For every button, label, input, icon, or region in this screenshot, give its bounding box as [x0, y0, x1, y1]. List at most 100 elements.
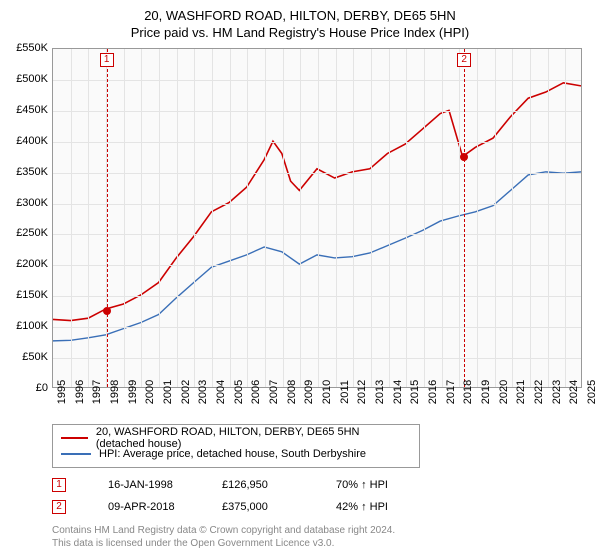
x-axis-label: 2002 [180, 380, 192, 404]
attribution-line2: This data is licensed under the Open Gov… [52, 537, 590, 550]
gridline-v [353, 49, 354, 387]
marker-box: 2 [457, 53, 471, 67]
gridline-v [212, 49, 213, 387]
x-axis-label: 1996 [74, 380, 86, 404]
series-line [53, 83, 581, 321]
marker-dot [103, 307, 111, 315]
gridline-v [230, 49, 231, 387]
x-axis-label: 2004 [215, 380, 227, 404]
gridline-v [336, 49, 337, 387]
x-axis-label: 1999 [127, 380, 139, 404]
attribution-line1: Contains HM Land Registry data © Crown c… [52, 524, 590, 537]
gridline-v [565, 49, 566, 387]
gridline-v [318, 49, 319, 387]
transaction-row-1: 1 16-JAN-1998 £126,950 70% ↑ HPI [52, 474, 590, 496]
x-axis-label: 2015 [409, 380, 421, 404]
x-axis-label: 2018 [462, 380, 474, 404]
gridline-v [477, 49, 478, 387]
y-axis-label: £550K [10, 42, 48, 54]
x-axis-label: 1998 [109, 380, 121, 404]
y-axis-label: £500K [10, 73, 48, 85]
gridline-v [512, 49, 513, 387]
x-axis-label: 2016 [427, 380, 439, 404]
x-axis-label: 2007 [268, 380, 280, 404]
legend-swatch-1 [61, 437, 88, 439]
attribution-text: Contains HM Land Registry data © Crown c… [52, 524, 590, 550]
gridline-v [371, 49, 372, 387]
chart-title: 20, WASHFORD ROAD, HILTON, DERBY, DE65 5… [10, 8, 590, 40]
y-axis-label: £150K [10, 289, 48, 301]
gridline-h [53, 142, 581, 143]
plot-background: 12 [52, 48, 582, 388]
x-axis-label: 2000 [144, 380, 156, 404]
gridline-v [71, 49, 72, 387]
x-axis-label: 2020 [498, 380, 510, 404]
x-axis-label: 2001 [162, 380, 174, 404]
chart-lines-svg [53, 49, 581, 387]
y-axis-label: £450K [10, 104, 48, 116]
x-axis-label: 2017 [445, 380, 457, 404]
transaction-marker-1: 1 [52, 478, 66, 492]
arrow-up-icon: ↑ [361, 501, 367, 513]
gridline-h [53, 358, 581, 359]
y-axis-label: £200K [10, 258, 48, 270]
transaction-price-2: £375,000 [222, 501, 294, 513]
y-axis-label: £50K [10, 351, 48, 363]
y-axis-label: £400K [10, 135, 48, 147]
legend-swatch-2 [61, 453, 91, 455]
gridline-h [53, 204, 581, 205]
gridline-v [194, 49, 195, 387]
gridline-h [53, 234, 581, 235]
x-axis-label: 2010 [321, 380, 333, 404]
x-axis-label: 2019 [480, 380, 492, 404]
y-axis-label: £250K [10, 227, 48, 239]
transaction-pct-2: 42% ↑ HPI [336, 501, 408, 513]
chart-area: 12 £0£50K£100K£150K£200K£250K£300K£350K£… [10, 48, 590, 418]
gridline-v [88, 49, 89, 387]
x-axis-label: 2005 [233, 380, 245, 404]
series-line [53, 172, 581, 341]
arrow-up-icon: ↑ [361, 479, 367, 491]
gridline-v [300, 49, 301, 387]
gridline-v [141, 49, 142, 387]
title-line1: 20, WASHFORD ROAD, HILTON, DERBY, DE65 5… [10, 8, 590, 23]
gridline-v [389, 49, 390, 387]
gridline-v [459, 49, 460, 387]
x-axis-label: 2003 [197, 380, 209, 404]
transaction-row-2: 2 09-APR-2018 £375,000 42% ↑ HPI [52, 496, 590, 518]
legend-label-1: 20, WASHFORD ROAD, HILTON, DERBY, DE65 5… [96, 426, 411, 450]
gridline-v [124, 49, 125, 387]
legend-item-2: HPI: Average price, detached house, Sout… [61, 446, 411, 462]
x-axis-label: 2008 [286, 380, 298, 404]
transaction-date-2: 09-APR-2018 [108, 501, 180, 513]
x-axis-label: 2025 [586, 380, 598, 404]
gridline-h [53, 265, 581, 266]
gridline-v [247, 49, 248, 387]
y-axis-label: £300K [10, 197, 48, 209]
transaction-price-1: £126,950 [222, 479, 294, 491]
legend-item-1: 20, WASHFORD ROAD, HILTON, DERBY, DE65 5… [61, 430, 411, 446]
x-axis-label: 2006 [250, 380, 262, 404]
gridline-v [442, 49, 443, 387]
gridline-v [424, 49, 425, 387]
x-axis-label: 2013 [374, 380, 386, 404]
gridline-v [177, 49, 178, 387]
gridline-h [53, 327, 581, 328]
x-axis-label: 2011 [339, 380, 351, 404]
gridline-h [53, 111, 581, 112]
x-axis-label: 2024 [568, 380, 580, 404]
y-axis-label: £350K [10, 166, 48, 178]
marker-box: 1 [100, 53, 114, 67]
gridline-v [406, 49, 407, 387]
gridline-h [53, 80, 581, 81]
x-axis-label: 1997 [91, 380, 103, 404]
gridline-v [495, 49, 496, 387]
marker-vline [464, 49, 465, 387]
chart-container: 20, WASHFORD ROAD, HILTON, DERBY, DE65 5… [0, 0, 600, 560]
title-line2: Price paid vs. HM Land Registry's House … [10, 25, 590, 40]
gridline-v [265, 49, 266, 387]
gridline-h [53, 296, 581, 297]
x-axis-label: 2014 [392, 380, 404, 404]
marker-dot [460, 153, 468, 161]
gridline-v [530, 49, 531, 387]
